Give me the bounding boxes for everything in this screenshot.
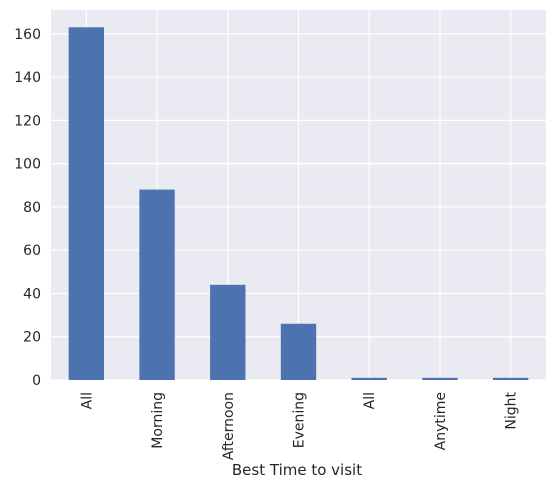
bar-5-all [352, 378, 387, 380]
y-tick-label: 160 [14, 27, 41, 43]
x-tick-label: All [79, 392, 95, 409]
bar-4-evening [281, 324, 316, 380]
x-tick-label: All [362, 392, 378, 409]
x-tick-label: Morning [150, 392, 166, 449]
x-tick-label: Evening [292, 392, 308, 448]
bar-2-morning [139, 190, 174, 380]
bar-3-afternoon [210, 285, 245, 380]
y-tick-label: 80 [23, 200, 41, 216]
y-tick-label: 40 [23, 286, 41, 302]
x-tick-label: Anytime [433, 392, 449, 450]
x-tick-label: Afternoon [221, 392, 237, 460]
y-tick-label: 120 [14, 113, 41, 129]
y-tick-label: 140 [14, 70, 41, 86]
y-axis-ticks: 0 20 40 60 80 100 120 140 160 [14, 27, 41, 389]
bar-7-night [493, 378, 528, 380]
y-tick-label: 20 [23, 330, 41, 346]
x-tick-label: Night [504, 392, 520, 430]
y-tick-label: 100 [14, 157, 41, 173]
x-axis-label: Best Time to visit [232, 461, 362, 479]
bar-6-anytime [422, 378, 457, 380]
y-tick-label: 60 [23, 243, 41, 259]
x-axis-ticks: All Morning Afternoon Evening All Anytime Nigh… [79, 392, 519, 461]
y-tick-label: 0 [32, 373, 41, 389]
bar-1-all [69, 27, 104, 380]
